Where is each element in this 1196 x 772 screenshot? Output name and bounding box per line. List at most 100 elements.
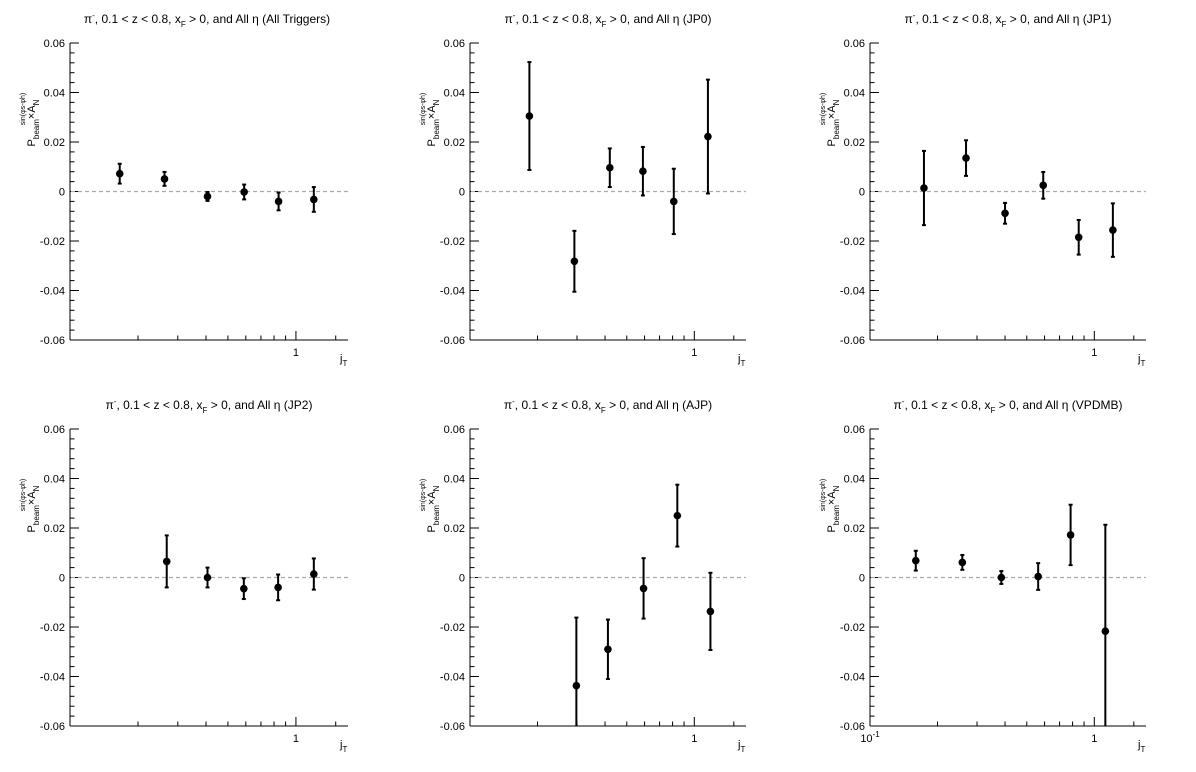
data-point — [1101, 627, 1110, 636]
y-axis-title: Pbeam×AN — [426, 485, 441, 532]
data-point — [639, 167, 647, 176]
y-tick-label: 0.06 — [44, 38, 65, 50]
y-title-P: P — [426, 525, 438, 532]
y-tick-label: 0.02 — [444, 137, 465, 149]
y-axis-title: Pbeam×AN — [826, 485, 841, 532]
y-title-P: P — [26, 139, 38, 146]
y-tick-label: 0.06 — [444, 424, 465, 436]
data-point — [704, 132, 712, 141]
y-title-N: N — [432, 485, 441, 491]
data-point — [669, 197, 678, 206]
x-tick-label-text: 1 — [293, 347, 299, 359]
title-superscript: - — [114, 397, 117, 406]
y-axis-title: Pbeam×AN — [426, 99, 441, 146]
title-pi: π — [504, 398, 512, 412]
x-tick-label: 1 — [1091, 347, 1097, 359]
data-point — [525, 112, 534, 120]
data-point — [240, 584, 248, 593]
y-title-N: N — [432, 99, 441, 105]
y-title-superscript: sin(φs-φh) — [20, 93, 27, 125]
x-tick-label: 1 — [293, 347, 299, 359]
title-subscript: F — [991, 406, 996, 415]
y-title-superscript: sin(φs-φh) — [820, 479, 827, 511]
x-axis-title-main: j — [737, 739, 740, 751]
title-text-part: , 0.1 < z < 0.8, x — [915, 12, 1001, 26]
title-text-part: , 0.1 < z < 0.8, x — [904, 398, 990, 412]
x-axis-title: jT — [737, 353, 745, 368]
y-tick-label: 0 — [859, 573, 865, 585]
title-subscript: F — [1002, 20, 1007, 29]
data-point — [160, 175, 169, 183]
title-text-part: > 0, and All η (JP0) — [606, 12, 711, 26]
chart-title: π-, 0.1 < z < 0.8, xF > 0, and All η (JP… — [905, 11, 1112, 29]
title-text-part: , 0.1 < z < 0.8, x — [116, 398, 202, 412]
title-subscript: F — [602, 20, 607, 29]
title-text-part: , 0.1 < z < 0.8, x — [95, 12, 181, 26]
y-title-N: N — [832, 99, 841, 105]
data-point — [203, 192, 212, 201]
x-axis-title-sub: T — [1140, 745, 1145, 754]
y-tick-label: 0.02 — [844, 523, 865, 535]
y-title-P: P — [826, 139, 838, 146]
y-tick-label: 0.02 — [44, 137, 65, 149]
y-axis-title: Pbeam×AN — [26, 99, 41, 146]
x-axis-title-main: j — [339, 739, 342, 751]
y-title-beam: beam — [832, 505, 841, 525]
chart-panel-4: -0.06 -0.04 -0.02 0 0.02 0.04 0.06 1 π-, 0.1 < z… — [20, 397, 348, 754]
y-tick-label: -0.02 — [40, 622, 65, 634]
title-superscript: - — [92, 11, 95, 20]
data-point — [1034, 572, 1042, 581]
y-tick-label: -0.04 — [440, 286, 465, 298]
data-point — [604, 645, 612, 654]
y-tick-label: 0 — [459, 573, 465, 585]
y-tick-label: 0.04 — [844, 88, 865, 100]
y-tick-label: 0.06 — [844, 38, 865, 50]
y-title-times-A: ×A — [26, 105, 38, 119]
x-tick-label: 10-1 — [860, 730, 880, 745]
chart-panel-2: -0.06 -0.04 -0.02 0 0.02 0.04 0.06 1 π-, 0.1 < z… — [420, 11, 746, 368]
x-tick-label-text: 1 — [293, 733, 299, 745]
y-tick-label: 0.06 — [444, 38, 465, 50]
y-tick-label: 0.04 — [844, 474, 865, 486]
title-pi: π — [505, 12, 513, 26]
x-axis-title-main: j — [1137, 353, 1140, 365]
y-title-superscript: sin(φs-φh) — [420, 479, 427, 511]
chart-panel-1: -0.06 -0.04 -0.02 0 0.02 0.04 0.06 1 π-, 0.1 < z… — [20, 11, 348, 368]
y-title-beam: beam — [32, 505, 41, 525]
data-point — [1039, 181, 1048, 190]
chart-panel-3: -0.06 -0.04 -0.02 0 0.02 0.04 0.06 1 π-, 0.1 < z… — [820, 11, 1146, 368]
data-point — [203, 573, 212, 582]
y-tick-label: -0.06 — [440, 335, 465, 347]
data-point — [310, 570, 318, 578]
x-tick-label: 1 — [293, 733, 299, 745]
y-tick-label: -0.02 — [840, 236, 865, 248]
y-title-times-A: ×A — [26, 491, 38, 505]
y-axis-title: Pbeam×AN — [826, 99, 841, 146]
y-tick-label: 0.02 — [844, 137, 865, 149]
x-axis-title-sub: T — [740, 745, 745, 754]
data-point — [1001, 209, 1009, 218]
x-axis-title: jT — [339, 739, 347, 754]
y-tick-label: 0 — [59, 573, 65, 585]
title-text-part: , 0.1 < z < 0.8, x — [515, 12, 601, 26]
x-tick-label-exponent: -1 — [873, 730, 881, 739]
y-tick-label: -0.04 — [840, 286, 865, 298]
y-title-superscript: sin(φs-φh) — [820, 93, 827, 125]
data-point — [162, 557, 171, 566]
y-tick-label: -0.02 — [40, 236, 65, 248]
x-axis-title-sub: T — [342, 359, 347, 368]
data-point — [1074, 233, 1083, 242]
chart-title: π-, 0.1 < z < 0.8, xF > 0, and All η (AJ… — [504, 397, 712, 415]
x-tick-label: 1 — [691, 347, 697, 359]
y-tick-label: -0.04 — [440, 672, 465, 684]
y-tick-label: 0.04 — [44, 474, 65, 486]
x-axis-title-main: j — [1137, 739, 1140, 751]
title-text-part: > 0, and All η (JP2) — [207, 398, 312, 412]
y-title-P: P — [826, 525, 838, 532]
data-point — [115, 169, 124, 178]
